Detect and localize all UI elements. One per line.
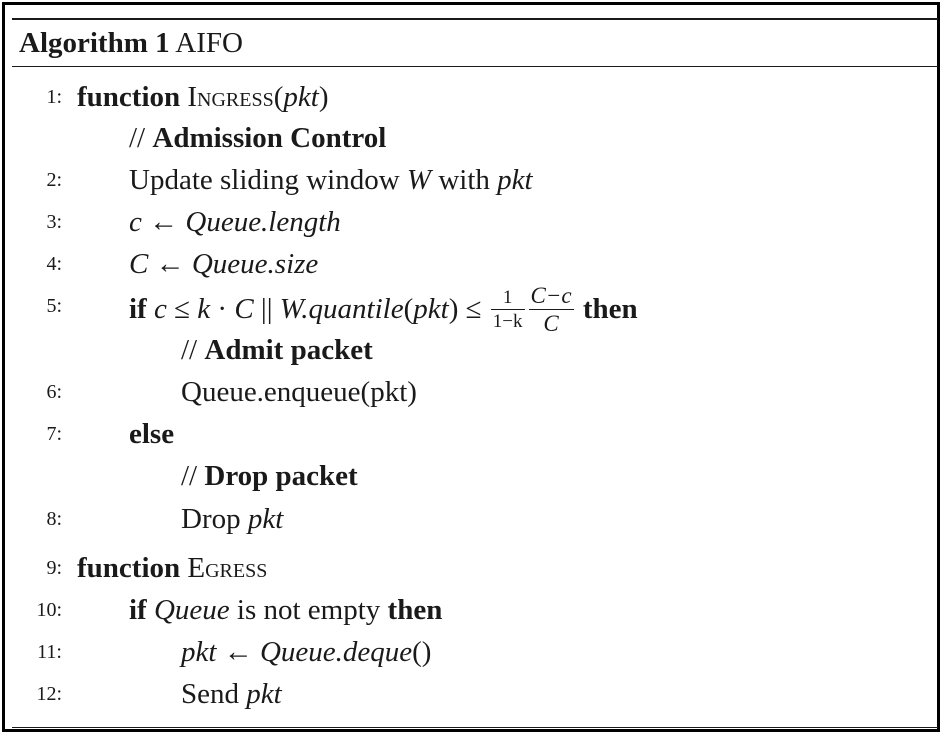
line-content: pkt ← Queue.deque() (181, 636, 432, 668)
keyword: function (77, 81, 181, 113)
line-number: 11: (37, 641, 62, 663)
algorithm-name: AIFO (175, 27, 243, 59)
line-content: Send pkt (181, 678, 282, 710)
line-content: Queue.enqueue(pkt) (181, 376, 417, 408)
line-number: 10: (36, 599, 62, 621)
comment-text: Admission Control (152, 122, 387, 154)
argument: pkt (283, 81, 319, 113)
keyword: function (77, 552, 181, 584)
line-content: Update sliding window W with pkt (129, 164, 533, 196)
left-arrow: ← (149, 206, 179, 238)
left-arrow: ← (223, 636, 253, 668)
line-content: function Ingress(pkt) (77, 81, 329, 113)
fraction-c-minus-c-over-c: C−c C (528, 283, 574, 336)
line-number: 7: (46, 423, 62, 445)
function-name: Egress (187, 552, 268, 584)
line-number: 6: (46, 381, 62, 403)
function-name: Ingress (187, 81, 274, 113)
line-number: 2: (46, 169, 62, 191)
algorithm-label: Algorithm 1 (19, 27, 170, 59)
top-rule (12, 18, 938, 20)
line-number: 3: (46, 211, 62, 233)
line-number: 5: (46, 295, 62, 317)
line-content: function Egress (77, 548, 267, 588)
comment-text: Drop packet (204, 460, 358, 492)
line-content: C ← Queue.size (129, 248, 319, 280)
line-content: if Queue is not empty then (129, 594, 443, 626)
fraction-one-over-one-minus-k: 1 1−k (490, 287, 525, 332)
bottom-rule (12, 727, 938, 728)
line-content: Drop pkt (181, 503, 284, 535)
line-content: if c ≤ k · C || W.quantile(pkt) ≤ 1 1−k C−… (129, 283, 638, 336)
line-number: 9: (46, 557, 62, 579)
comment-text: Admit packet (204, 334, 373, 366)
left-arrow: ← (155, 248, 185, 280)
line-number: 4: (46, 253, 62, 275)
line-number: 1: (46, 86, 62, 108)
line-content: c ← Queue.length (129, 206, 341, 238)
line-content: else (129, 418, 175, 450)
line-number: 8: (46, 508, 62, 530)
header-rule (12, 66, 938, 67)
line-number: 12: (36, 683, 62, 705)
algorithm-title: Algorithm 1 AIFO (19, 23, 243, 63)
